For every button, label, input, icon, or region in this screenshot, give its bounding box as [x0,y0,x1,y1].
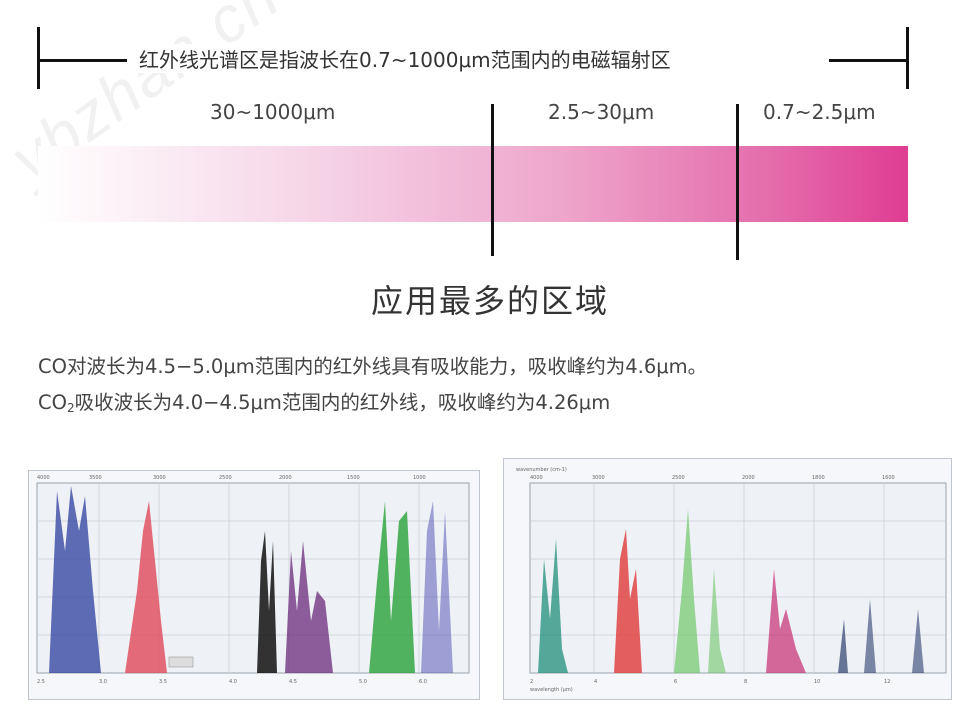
svg-text:3.5: 3.5 [159,679,167,685]
left-bracket-line [37,59,127,62]
range-label-far: 30~1000μm [210,100,336,124]
range-label-near: 0.7~2.5μm [763,100,876,124]
right-bracket-line [829,59,909,62]
svg-text:4: 4 [594,679,597,685]
svg-text:1600: 1600 [882,475,895,481]
co2-description-text: 吸收波长为4.0−4.5μm范围内的红外线，吸收峰约为4.26μm [74,391,611,414]
absorption-spectrum-left: 4000 3500 3000 2500 2000 1500 1000 2.5 3.0 3.5 4… [28,470,480,700]
spectrum-gradient-bar [38,146,908,222]
svg-text:2: 2 [530,679,533,685]
svg-text:2000: 2000 [279,475,292,481]
svg-text:5.0: 5.0 [359,679,367,685]
co2-formula-prefix: CO [38,391,67,414]
svg-text:6.0: 6.0 [419,679,427,685]
svg-text:8: 8 [744,679,747,685]
right-bracket-tick [906,27,909,89]
svg-text:2500: 2500 [219,475,232,481]
applied-region-title: 应用最多的区域 [370,282,609,320]
co-description: CO对波长为4.5−5.0μm范围内的红外线具有吸收能力，吸收峰约为4.6μm。 [38,355,708,378]
svg-text:wavelength (μm): wavelength (μm) [530,687,573,693]
divider-line-2 [736,104,739,260]
absorption-spectrum-right: wavenumber (cm-1) 4000 3000 2500 2000 1800 1… [503,458,952,700]
svg-text:10: 10 [814,679,820,685]
svg-text:1500: 1500 [347,475,360,481]
co2-description: CO2吸收波长为4.0−4.5μm范围内的红外线，吸收峰约为4.26μm [38,386,610,415]
svg-text:2500: 2500 [672,475,685,481]
svg-text:2.5: 2.5 [37,679,45,685]
svg-text:3.0: 3.0 [99,679,107,685]
svg-text:3000: 3000 [153,475,166,481]
svg-text:1800: 1800 [812,475,825,481]
range-label-mid: 2.5~30μm [548,100,655,124]
svg-text:1000: 1000 [413,475,426,481]
divider-line-1 [491,104,494,256]
svg-text:4000: 4000 [530,475,543,481]
svg-text:4000: 4000 [37,475,50,481]
left-bracket-tick [37,27,40,89]
svg-text:4.5: 4.5 [289,679,297,685]
svg-text:12: 12 [884,679,890,685]
svg-text:wavenumber (cm-1): wavenumber (cm-1) [516,467,567,473]
svg-text:3500: 3500 [89,475,102,481]
co2-formula-sub: 2 [66,401,75,415]
svg-text:2000: 2000 [742,475,755,481]
svg-text:6: 6 [674,679,677,685]
spectrum-title: 红外线光谱区是指波长在0.7~1000μm范围内的电磁辐射区 [133,44,677,73]
svg-text:3000: 3000 [592,475,605,481]
svg-text:4.0: 4.0 [229,679,237,685]
